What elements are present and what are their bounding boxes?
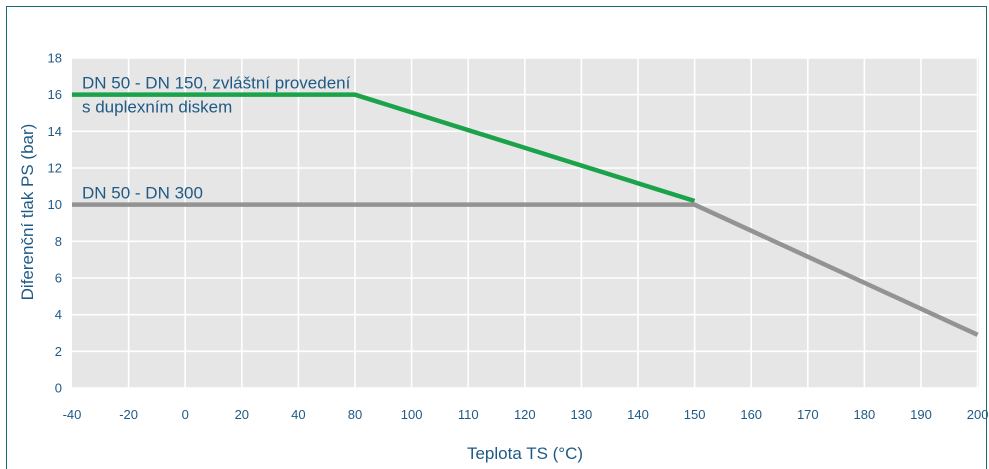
y-tick-label: 18 — [48, 51, 62, 66]
x-tick-label: 140 — [627, 407, 649, 422]
y-tick-label: 14 — [48, 124, 62, 139]
x-tick-label: 120 — [514, 407, 536, 422]
series-line — [72, 202, 979, 337]
x-tick-label: 80 — [348, 407, 362, 422]
x-tick-label: 160 — [740, 407, 762, 422]
y-tick-label: 12 — [48, 161, 62, 176]
x-axis-title: Teplota TS (°C) — [467, 444, 583, 463]
series-line — [72, 92, 696, 204]
x-tick-label: -40 — [63, 407, 82, 422]
y-tick-label: 6 — [55, 271, 62, 286]
series-label: s duplexním diskem — [82, 98, 232, 117]
y-tick-label: 10 — [48, 197, 62, 212]
y-tick-label: 0 — [55, 381, 62, 396]
x-tick-label: 170 — [797, 407, 819, 422]
y-axis-title: Diferenční tlak PS (bar) — [18, 124, 37, 301]
series-label: DN 50 - DN 150, zvláštní provedení — [82, 74, 351, 93]
series-label: DN 50 - DN 300 — [82, 184, 203, 203]
x-tick-label: 20 — [235, 407, 249, 422]
x-tick-label: 130 — [571, 407, 593, 422]
x-tick-label: 190 — [910, 407, 932, 422]
y-tick-label: 8 — [55, 234, 62, 249]
y-tick-label: 4 — [55, 307, 62, 322]
x-tick-label: -20 — [119, 407, 138, 422]
x-tick-label: 0 — [182, 407, 189, 422]
x-tick-label: 40 — [291, 407, 305, 422]
x-tick-label: 110 — [458, 407, 479, 422]
x-tick-label: 200 — [967, 407, 989, 422]
y-tick-label: 2 — [55, 344, 62, 359]
y-tick-label: 16 — [48, 87, 62, 102]
x-tick-label: 100 — [401, 407, 423, 422]
x-tick-label: 150 — [684, 407, 706, 422]
x-tick-label: 180 — [854, 407, 876, 422]
